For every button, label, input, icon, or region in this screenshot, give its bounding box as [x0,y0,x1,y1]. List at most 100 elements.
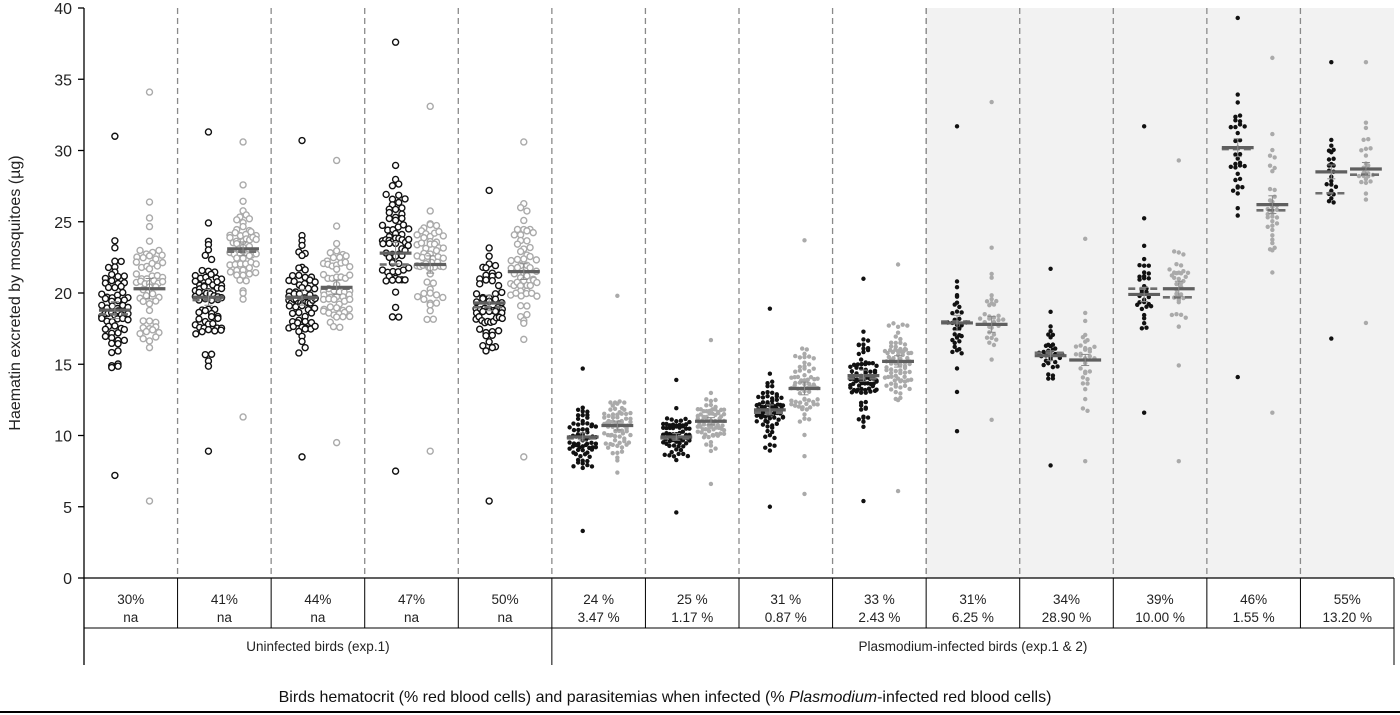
data-point-black [774,397,780,402]
data-point-grey [136,246,144,255]
data-point-grey [1270,147,1275,153]
data-point-black [207,350,216,358]
data-point-grey [148,290,157,298]
data-point-grey [426,307,434,315]
data-point-grey [602,415,607,420]
data-point-black [1135,302,1140,307]
data-point-black [583,442,589,448]
data-point-grey [628,410,633,416]
data-point-grey [332,239,341,248]
data-point-black [856,383,862,388]
data-point-black [1046,372,1051,377]
data-point-black [851,381,856,386]
data-point-black [678,418,684,423]
data-point-grey [1080,406,1086,411]
data-point-grey [252,260,260,268]
data-point-grey [900,322,905,327]
data-point-grey [236,276,244,284]
data-point-grey [339,313,347,321]
data-point-black [382,277,390,285]
data-point-black [1235,185,1240,190]
data-point-black [114,347,122,355]
data-point-black [1050,364,1056,370]
data-point-black [580,412,585,418]
data-point-grey [602,411,607,417]
data-point-grey [721,431,727,436]
data-point-grey [1368,179,1373,184]
data-point-black [664,425,669,431]
data-point-black [571,464,576,469]
data-point-black [680,424,686,429]
data-point-grey [610,415,616,420]
data-point-black [485,338,493,346]
data-point-black [957,304,962,310]
data-point-grey [900,352,905,358]
data-point-black [667,453,672,458]
data-point-grey [802,416,807,421]
data-point-black [1329,59,1334,65]
data-point-black [310,285,319,293]
parasitemia-label: na [217,610,233,625]
data-point-grey [245,252,254,260]
data-point-grey [1171,275,1177,281]
data-point-grey [622,400,627,405]
data-point-black [674,377,679,383]
data-point-black [575,407,581,412]
data-point-grey [608,407,613,412]
parasitemia-label: na [310,610,326,625]
data-point-black [580,366,585,371]
data-point-black [1041,362,1046,368]
data-point-grey [239,413,247,421]
data-point-grey [811,356,816,361]
data-point-black [772,435,777,441]
data-point-black [959,351,964,356]
data-point-black [680,429,686,434]
data-point-black [774,421,780,427]
data-point-grey [615,401,620,406]
data-point-black [301,325,309,333]
data-point-black [1233,118,1238,123]
data-point-black [209,319,217,328]
data-point-black [567,440,572,445]
data-point-black [301,317,309,326]
data-point-grey [708,448,714,454]
data-point-black [957,339,962,344]
data-point-grey [1174,281,1179,287]
data-point-black [959,310,964,315]
data-point-grey [991,342,997,348]
data-point-grey [1270,169,1275,174]
data-point-grey [708,402,714,408]
data-point-grey [1083,387,1088,392]
data-point-grey [708,390,714,396]
data-point-grey [715,433,721,438]
data-point-black [571,421,576,426]
data-point-grey [619,411,624,416]
data-point-grey [802,412,807,417]
data-point-black [585,409,590,414]
data-point-grey [623,416,629,421]
data-point-grey [145,265,154,273]
data-point-grey [145,497,154,505]
data-point-grey [1174,270,1179,276]
data-point-black [1329,143,1334,148]
hematocrit-label: 39% [1147,592,1174,607]
data-point-black [593,424,599,429]
data-point-black [378,221,387,230]
data-point-black [758,415,764,420]
data-point-black [854,365,859,370]
data-point-grey [1181,252,1186,257]
data-point-black [207,255,216,264]
data-point-black [769,398,775,404]
data-point-black [192,330,200,338]
data-point-black [858,407,864,412]
data-point-grey [898,385,903,390]
data-point-black [567,446,572,451]
data-point-black [1230,188,1236,193]
data-point-grey [991,302,997,307]
data-point-grey [520,138,528,146]
data-point-grey [704,397,709,402]
data-point-black [385,208,393,217]
data-point-grey [605,445,611,450]
data-point-black [1237,163,1243,168]
data-point-grey [145,306,154,315]
